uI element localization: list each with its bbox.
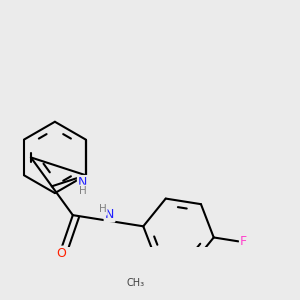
Text: N: N	[105, 208, 114, 221]
Text: CH₃: CH₃	[126, 278, 145, 288]
Text: H: H	[79, 186, 87, 196]
Text: H: H	[99, 204, 106, 214]
Text: F: F	[240, 235, 247, 248]
Text: N: N	[78, 176, 88, 189]
Text: O: O	[56, 247, 66, 260]
